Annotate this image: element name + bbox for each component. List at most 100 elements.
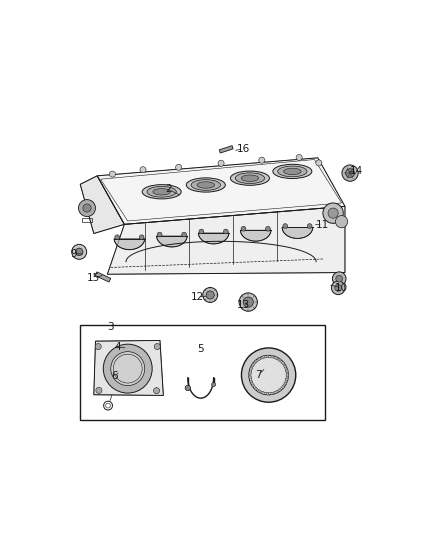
Circle shape: [265, 227, 270, 231]
Circle shape: [286, 369, 288, 372]
Circle shape: [336, 215, 348, 228]
Circle shape: [323, 203, 343, 223]
Circle shape: [218, 160, 224, 166]
Circle shape: [250, 367, 252, 370]
Polygon shape: [114, 239, 145, 249]
Circle shape: [328, 208, 338, 218]
Circle shape: [199, 229, 204, 234]
Circle shape: [283, 224, 288, 229]
Circle shape: [286, 378, 288, 381]
Text: 5: 5: [198, 344, 204, 354]
Circle shape: [249, 372, 251, 374]
Circle shape: [250, 380, 252, 383]
Circle shape: [110, 171, 116, 177]
Circle shape: [279, 359, 281, 361]
Text: 2: 2: [165, 184, 172, 195]
Circle shape: [154, 343, 160, 350]
Ellipse shape: [191, 180, 220, 190]
Circle shape: [271, 392, 273, 395]
Circle shape: [254, 387, 257, 390]
Circle shape: [266, 392, 269, 395]
Circle shape: [241, 227, 246, 231]
Circle shape: [296, 155, 302, 160]
Circle shape: [154, 387, 159, 394]
Ellipse shape: [142, 184, 181, 199]
Circle shape: [259, 157, 265, 163]
Ellipse shape: [235, 173, 265, 183]
Ellipse shape: [278, 166, 307, 177]
Text: 10: 10: [335, 283, 348, 293]
Polygon shape: [219, 146, 233, 153]
Circle shape: [335, 285, 342, 291]
Circle shape: [254, 360, 257, 363]
Circle shape: [271, 356, 273, 358]
Circle shape: [185, 385, 191, 391]
Text: 11: 11: [316, 220, 329, 230]
Polygon shape: [107, 206, 345, 274]
Circle shape: [223, 229, 228, 234]
Text: 9: 9: [70, 249, 77, 259]
Circle shape: [176, 164, 182, 171]
Ellipse shape: [153, 189, 170, 195]
Polygon shape: [80, 176, 124, 233]
Circle shape: [262, 392, 265, 394]
Circle shape: [316, 160, 322, 166]
Circle shape: [111, 352, 145, 385]
Circle shape: [275, 391, 277, 393]
Ellipse shape: [230, 171, 269, 185]
Ellipse shape: [283, 168, 301, 175]
Polygon shape: [282, 228, 313, 238]
Circle shape: [103, 344, 152, 393]
Polygon shape: [97, 158, 345, 224]
Circle shape: [286, 374, 289, 376]
Bar: [80, 325, 325, 420]
Circle shape: [140, 167, 146, 173]
Ellipse shape: [241, 175, 259, 181]
Circle shape: [266, 355, 269, 358]
Circle shape: [282, 386, 284, 389]
Circle shape: [332, 281, 345, 295]
Circle shape: [249, 376, 251, 378]
Circle shape: [307, 224, 312, 229]
Polygon shape: [240, 230, 271, 241]
Circle shape: [258, 358, 261, 360]
Circle shape: [332, 272, 346, 286]
Circle shape: [342, 165, 358, 181]
Text: 15: 15: [87, 273, 100, 282]
Ellipse shape: [147, 187, 177, 197]
Circle shape: [282, 362, 284, 365]
Circle shape: [275, 357, 277, 359]
Text: 6: 6: [111, 371, 117, 381]
Circle shape: [251, 364, 254, 366]
Circle shape: [258, 390, 261, 393]
Circle shape: [203, 287, 218, 302]
Circle shape: [346, 168, 354, 177]
Text: 4: 4: [114, 342, 121, 352]
Text: 13: 13: [237, 301, 250, 311]
Circle shape: [251, 357, 286, 393]
Circle shape: [241, 348, 296, 402]
Ellipse shape: [186, 178, 225, 192]
Circle shape: [75, 248, 83, 256]
Circle shape: [249, 356, 288, 395]
Polygon shape: [198, 233, 229, 244]
Text: 12: 12: [191, 292, 204, 302]
Circle shape: [95, 343, 101, 350]
Polygon shape: [94, 341, 163, 395]
Circle shape: [206, 291, 214, 299]
Circle shape: [262, 356, 265, 359]
Circle shape: [96, 387, 102, 393]
Circle shape: [83, 204, 91, 212]
Circle shape: [182, 232, 187, 237]
Circle shape: [157, 232, 162, 237]
Circle shape: [78, 199, 95, 216]
Circle shape: [72, 245, 87, 260]
Text: 7: 7: [255, 370, 262, 380]
Polygon shape: [95, 272, 111, 282]
Text: 3: 3: [107, 322, 114, 332]
Ellipse shape: [273, 164, 312, 179]
Polygon shape: [156, 236, 187, 247]
Circle shape: [279, 389, 281, 391]
Circle shape: [336, 275, 343, 282]
Circle shape: [212, 383, 215, 386]
